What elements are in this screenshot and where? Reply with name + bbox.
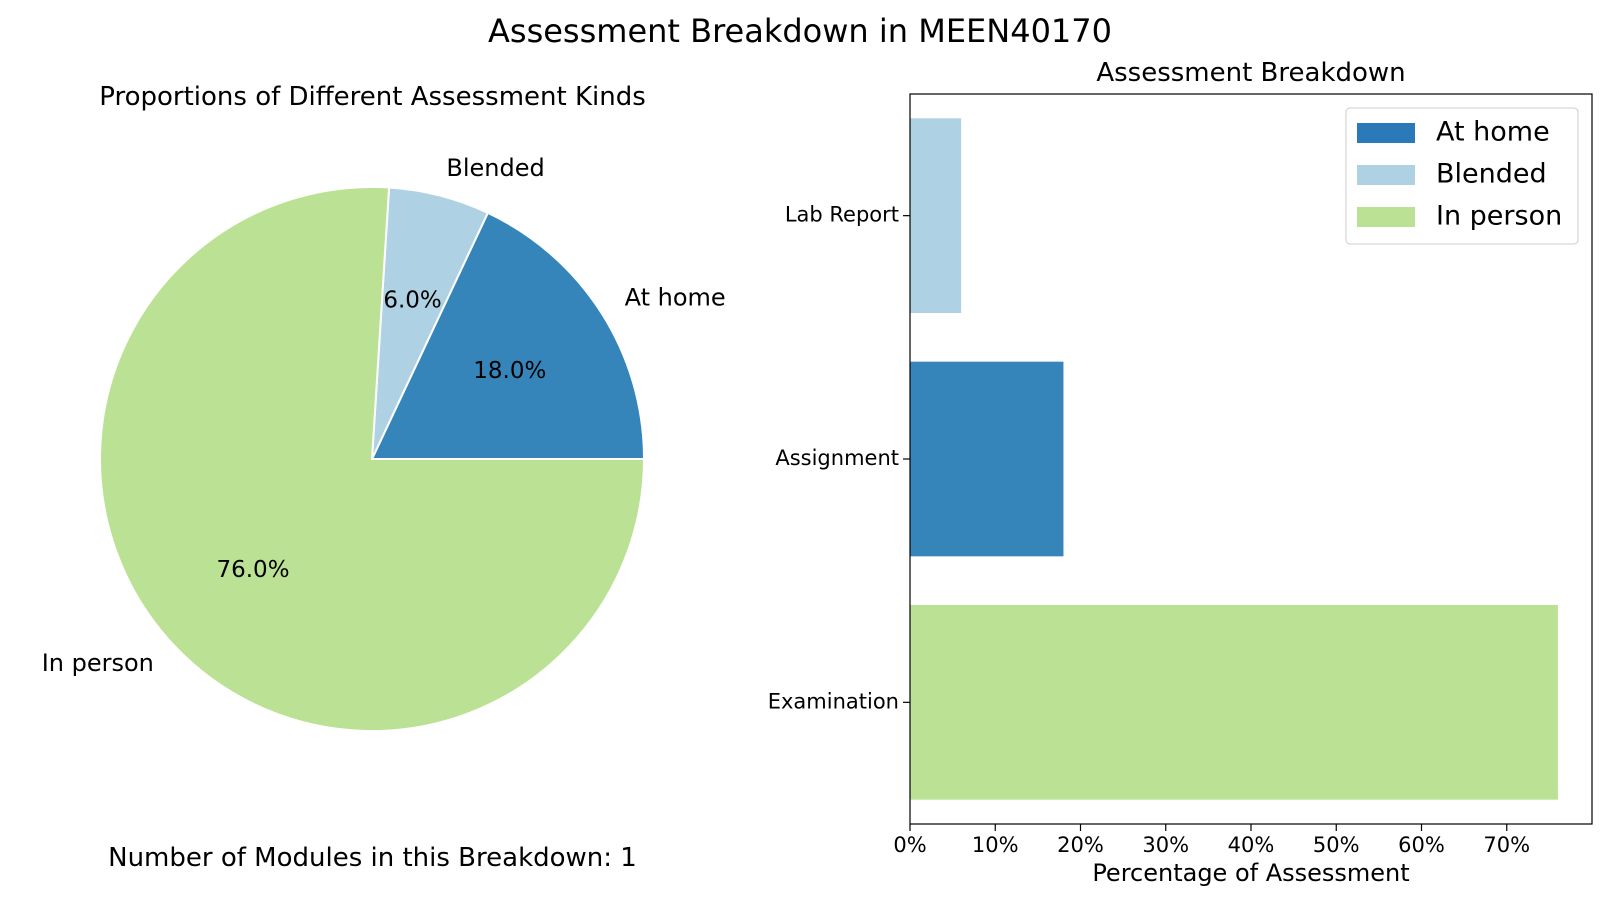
pie-label-blended: Blended <box>446 154 544 182</box>
x-tick-label-20: 20% <box>1057 833 1104 857</box>
x-tick-label-60: 60% <box>1398 833 1445 857</box>
pie-chart: At home 18.0% Blended 6.0% In person 76.0% <box>42 154 726 732</box>
x-tick-label-50: 50% <box>1313 833 1360 857</box>
pie-pct-at-home: 18.0% <box>473 358 546 384</box>
x-tick-label-70: 70% <box>1483 833 1530 857</box>
pie-pct-in-person: 76.0% <box>216 557 289 583</box>
pie-label-in-person: In person <box>42 649 154 677</box>
pie-pct-blended: 6.0% <box>383 287 441 313</box>
bar-lab-report <box>910 118 962 313</box>
pie-slice-in-person <box>99 186 646 732</box>
bar-examination <box>910 605 1558 800</box>
legend-swatch-blended <box>1357 165 1415 185</box>
modules-count-caption: Number of Modules in this Breakdown: 1 <box>108 843 637 873</box>
x-axis-label: Percentage of Assessment <box>1092 859 1409 887</box>
pie-slice-at-home <box>370 211 646 460</box>
pie-label-at-home: At home <box>625 284 726 312</box>
legend-swatch-at-home <box>1357 123 1415 143</box>
y-tick-label-lab-report: Lab Report <box>785 203 899 227</box>
x-tick-label-40: 40% <box>1228 833 1275 857</box>
bar-assignment <box>910 361 1064 557</box>
bar-chart-title: Assessment Breakdown <box>1096 58 1406 88</box>
x-tick-label-10: 10% <box>972 833 1019 857</box>
x-tick-label-30: 30% <box>1142 833 1189 857</box>
legend-swatch-in-person <box>1357 207 1415 227</box>
x-tick-label-0: 0% <box>893 833 926 857</box>
pie-chart-title: Proportions of Different Assessment Kind… <box>99 82 646 112</box>
legend-label-at-home: At home <box>1436 117 1550 148</box>
legend-label-blended: Blended <box>1436 159 1547 190</box>
figure-title: Assessment Breakdown in MEEN40170 <box>488 12 1112 50</box>
legend-label-in-person: In person <box>1436 201 1562 232</box>
y-tick-label-examination: Examination <box>768 689 899 713</box>
y-tick-label-assignment: Assignment <box>775 446 899 470</box>
